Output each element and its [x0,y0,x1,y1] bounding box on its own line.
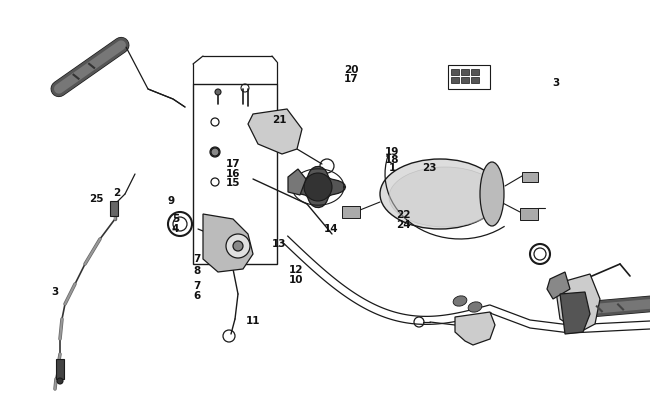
Text: 18: 18 [385,155,399,165]
Bar [522,173,538,183]
Text: 23: 23 [422,163,436,173]
Circle shape [304,174,332,202]
Text: 15: 15 [226,177,240,187]
Polygon shape [288,170,306,196]
Text: 6: 6 [193,291,201,301]
Text: 7: 7 [193,281,201,290]
Text: 3: 3 [552,78,560,88]
Bar [451,78,459,84]
Polygon shape [455,312,495,345]
Polygon shape [547,272,570,299]
Text: 9: 9 [168,196,174,205]
Ellipse shape [480,162,504,226]
Bar [451,70,459,76]
Text: 16: 16 [226,168,240,178]
Text: 17: 17 [226,159,240,169]
Text: 7: 7 [193,254,201,263]
Ellipse shape [380,160,500,230]
Text: 3: 3 [51,287,59,296]
Polygon shape [291,167,346,208]
Bar [520,209,538,220]
Bar [461,78,469,84]
Text: 21: 21 [272,115,287,124]
Text: 25: 25 [89,194,103,203]
Text: 13: 13 [272,238,287,248]
Bar [461,70,469,76]
Bar [342,207,360,218]
Bar [471,70,479,76]
Bar [448,66,490,90]
Polygon shape [203,215,253,272]
Ellipse shape [453,296,467,307]
Text: 8: 8 [193,266,201,275]
Circle shape [57,378,63,384]
Text: 20: 20 [344,65,358,75]
Text: 5: 5 [172,214,179,224]
Text: 2: 2 [113,188,121,197]
Polygon shape [248,110,302,155]
Polygon shape [555,274,600,332]
Circle shape [215,90,221,96]
Text: 1: 1 [388,163,396,173]
Circle shape [233,241,243,252]
Bar [56,359,64,379]
Circle shape [226,234,250,258]
Bar [471,78,479,84]
Text: 11: 11 [246,315,261,325]
Text: 12: 12 [289,264,303,274]
Bar [193,85,277,264]
Text: 24: 24 [396,220,410,230]
Text: 4: 4 [172,224,179,234]
Circle shape [569,296,581,308]
Text: 17: 17 [344,74,358,84]
Ellipse shape [468,302,482,312]
Text: 14: 14 [324,224,339,234]
Ellipse shape [389,168,501,228]
Text: 19: 19 [385,147,399,157]
Text: 22: 22 [396,210,410,220]
Bar [110,202,118,216]
Text: 10: 10 [289,275,303,284]
Polygon shape [560,292,590,334]
Circle shape [210,148,220,158]
